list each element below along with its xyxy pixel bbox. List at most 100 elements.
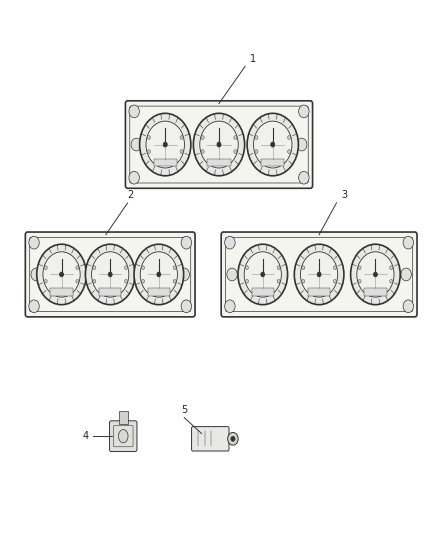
Circle shape <box>173 279 176 283</box>
FancyBboxPatch shape <box>110 421 137 451</box>
Circle shape <box>134 244 184 305</box>
Circle shape <box>180 135 183 140</box>
Circle shape <box>92 252 129 297</box>
Circle shape <box>254 121 292 168</box>
Bar <box>364 288 387 296</box>
Circle shape <box>147 135 150 140</box>
Bar <box>208 159 230 166</box>
Circle shape <box>288 150 291 154</box>
Circle shape <box>317 272 321 277</box>
Circle shape <box>245 279 248 283</box>
Circle shape <box>374 272 378 277</box>
Circle shape <box>225 300 235 313</box>
Circle shape <box>31 268 42 281</box>
Circle shape <box>261 272 265 277</box>
Circle shape <box>247 114 298 176</box>
Circle shape <box>181 300 191 313</box>
Circle shape <box>277 279 280 283</box>
Circle shape <box>129 105 139 118</box>
Circle shape <box>271 142 275 147</box>
Text: 5: 5 <box>181 405 187 415</box>
Circle shape <box>255 135 258 140</box>
Text: 1: 1 <box>250 54 256 63</box>
Circle shape <box>227 268 237 281</box>
Circle shape <box>85 244 135 305</box>
Circle shape <box>390 266 393 270</box>
Circle shape <box>131 138 141 151</box>
Circle shape <box>294 244 344 305</box>
Circle shape <box>124 279 127 283</box>
Circle shape <box>93 266 96 270</box>
FancyBboxPatch shape <box>125 101 313 188</box>
Circle shape <box>43 252 80 297</box>
Circle shape <box>288 135 291 140</box>
Circle shape <box>60 272 64 277</box>
Circle shape <box>124 266 127 270</box>
Circle shape <box>141 279 145 283</box>
Text: 3: 3 <box>341 190 347 200</box>
Circle shape <box>299 105 309 118</box>
Circle shape <box>350 244 400 305</box>
Circle shape <box>333 279 336 283</box>
Circle shape <box>201 135 204 140</box>
Circle shape <box>179 268 189 281</box>
Circle shape <box>277 266 280 270</box>
Circle shape <box>146 121 184 168</box>
Circle shape <box>217 142 221 147</box>
Circle shape <box>358 266 361 270</box>
Ellipse shape <box>118 430 128 443</box>
Circle shape <box>234 135 237 140</box>
Circle shape <box>44 279 47 283</box>
Circle shape <box>140 252 177 297</box>
Circle shape <box>157 272 161 277</box>
Circle shape <box>44 266 47 270</box>
Bar <box>308 288 330 296</box>
Text: 4: 4 <box>82 431 88 441</box>
Circle shape <box>129 171 139 184</box>
Bar <box>50 288 73 296</box>
Circle shape <box>297 138 307 151</box>
Bar <box>251 288 274 296</box>
Circle shape <box>244 252 281 297</box>
Circle shape <box>245 266 248 270</box>
Circle shape <box>357 252 394 297</box>
Circle shape <box>302 279 305 283</box>
Circle shape <box>401 268 411 281</box>
Circle shape <box>37 244 86 305</box>
Circle shape <box>93 279 96 283</box>
Circle shape <box>255 150 258 154</box>
Circle shape <box>173 266 176 270</box>
Circle shape <box>403 236 413 249</box>
Circle shape <box>181 236 191 249</box>
Circle shape <box>225 236 235 249</box>
Circle shape <box>302 266 305 270</box>
Circle shape <box>390 279 393 283</box>
Bar <box>119 411 127 424</box>
Circle shape <box>228 432 238 445</box>
Circle shape <box>333 266 336 270</box>
Circle shape <box>193 114 245 176</box>
Circle shape <box>299 171 309 184</box>
Circle shape <box>180 150 183 154</box>
FancyBboxPatch shape <box>25 232 195 317</box>
FancyBboxPatch shape <box>191 426 229 451</box>
Circle shape <box>200 121 238 168</box>
Circle shape <box>201 150 204 154</box>
Bar <box>99 288 121 296</box>
Circle shape <box>76 279 79 283</box>
Circle shape <box>140 114 191 176</box>
Bar <box>261 159 284 166</box>
Circle shape <box>300 252 338 297</box>
Bar <box>148 288 170 296</box>
Circle shape <box>141 266 145 270</box>
Text: 2: 2 <box>127 190 134 200</box>
Circle shape <box>163 142 167 147</box>
Circle shape <box>234 150 237 154</box>
Circle shape <box>231 436 235 441</box>
Circle shape <box>358 279 361 283</box>
Circle shape <box>29 236 39 249</box>
Circle shape <box>238 244 288 305</box>
Circle shape <box>29 300 39 313</box>
Circle shape <box>403 300 413 313</box>
Circle shape <box>108 272 112 277</box>
